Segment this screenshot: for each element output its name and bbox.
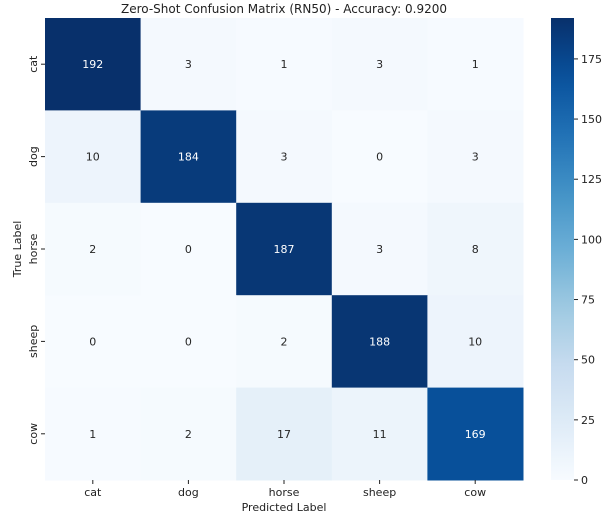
x-tick-label: horse <box>269 486 300 499</box>
y-tick-label: cow <box>27 423 40 445</box>
colorbar-tick-label: 0 <box>581 474 588 487</box>
y-axis-label: True Label <box>11 221 24 279</box>
heatmap-cell <box>331 202 428 296</box>
heatmap-cell <box>140 295 237 389</box>
colorbar-tick-label: 125 <box>581 173 602 186</box>
cell-value-label: 1 <box>472 58 479 71</box>
cell-value-label: 8 <box>472 243 479 256</box>
heatmap-cell <box>236 202 333 296</box>
colorbar-tick-label: 175 <box>581 53 602 66</box>
heatmap-cell <box>427 387 524 481</box>
heatmap-cell <box>45 18 142 111</box>
heatmap-cell <box>45 202 142 296</box>
heatmap-cell <box>140 387 237 481</box>
cell-value-label: 2 <box>281 335 288 348</box>
heatmap-cell <box>140 18 237 111</box>
heatmap-cell <box>427 18 524 111</box>
cell-value-label: 3 <box>376 58 383 71</box>
x-tick-label: sheep <box>363 486 396 499</box>
x-tick-label: cat <box>84 486 102 499</box>
cell-value-label: 11 <box>373 428 387 441</box>
cell-value-label: 3 <box>281 151 288 164</box>
heatmap-cell <box>236 18 333 111</box>
heatmap-cell <box>140 202 237 296</box>
heatmap-cell <box>331 110 428 204</box>
cell-value-label: 0 <box>185 243 192 256</box>
colorbar-tick-label: 150 <box>581 113 602 126</box>
y-tick-label: horse <box>27 233 40 264</box>
colorbar-tick-label: 100 <box>581 233 602 246</box>
heatmap-cell <box>45 295 142 389</box>
x-tick-label: dog <box>178 486 199 499</box>
cell-value-label: 0 <box>376 151 383 164</box>
heatmap-cell <box>427 295 524 389</box>
heatmap-cell <box>45 387 142 481</box>
heatmap-cell <box>236 295 333 389</box>
heatmap-cell <box>331 387 428 481</box>
cell-value-label: 192 <box>82 58 103 71</box>
cell-value-label: 10 <box>468 335 482 348</box>
heatmap-cell <box>140 110 237 204</box>
cell-value-label: 2 <box>89 243 96 256</box>
colorbar-tick-label: 50 <box>581 354 595 367</box>
colorbar-tick-label: 25 <box>581 414 595 427</box>
cell-value-label: 17 <box>277 428 291 441</box>
x-axis-label: Predicted Label <box>242 501 327 514</box>
heatmap-cell <box>427 110 524 204</box>
cell-value-label: 1 <box>89 428 96 441</box>
colorbar <box>551 18 574 480</box>
cell-value-label: 169 <box>465 428 486 441</box>
cell-value-label: 188 <box>369 335 390 348</box>
heatmap-cell <box>427 202 524 296</box>
heatmap-cell <box>236 110 333 204</box>
cell-value-label: 184 <box>178 151 199 164</box>
y-tick-label: sheep <box>27 325 40 358</box>
y-tick-label: cat <box>27 55 40 73</box>
cell-value-label: 3 <box>376 243 383 256</box>
chart-title: Zero-Shot Confusion Matrix (RN50) - Accu… <box>121 2 447 16</box>
heatmap-cell <box>331 295 428 389</box>
cell-value-label: 3 <box>185 58 192 71</box>
y-tick-label: dog <box>27 146 40 167</box>
cell-value-label: 10 <box>86 151 100 164</box>
heatmap-cell <box>236 387 333 481</box>
heatmap-cell <box>331 18 428 111</box>
heatmap-cell <box>45 110 142 204</box>
cell-value-label: 3 <box>472 151 479 164</box>
x-tick-label: cow <box>464 486 486 499</box>
cell-value-label: 2 <box>185 428 192 441</box>
cell-value-label: 187 <box>274 243 295 256</box>
cell-value-label: 0 <box>89 335 96 348</box>
cell-value-label: 0 <box>185 335 192 348</box>
cell-value-label: 1 <box>281 58 288 71</box>
colorbar-tick-label: 75 <box>581 294 595 307</box>
